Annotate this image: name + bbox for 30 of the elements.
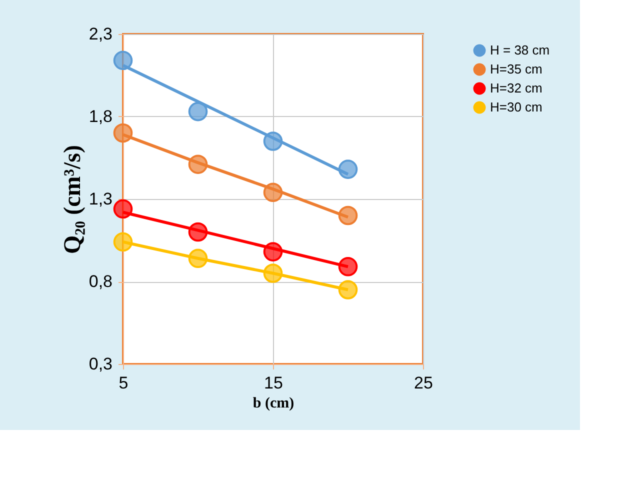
legend-label: H=35 cm	[490, 62, 542, 76]
point	[338, 257, 358, 276]
legend-label: H=32 cm	[490, 80, 542, 96]
y-axis-title: Q₂₀ (cm³/s)	[60, 145, 86, 254]
y-tick-label: 1,8	[88, 107, 112, 126]
point	[188, 102, 208, 122]
point	[263, 132, 283, 151]
point	[338, 160, 358, 179]
point	[338, 206, 358, 226]
y-tick-label: 0,3	[88, 354, 112, 374]
x-tick-label: 5	[118, 374, 128, 392]
y-tick-label: 2,3	[88, 24, 112, 44]
x-axis-title: b (cm)	[252, 396, 294, 412]
y-tick-label: 0,8	[88, 272, 112, 291]
y-tick-label: 1,3	[88, 190, 112, 208]
point	[263, 242, 283, 262]
point	[338, 280, 358, 300]
point	[113, 50, 133, 70]
legend-label: H=30 cm	[490, 100, 542, 114]
point	[113, 123, 133, 143]
point	[188, 222, 208, 242]
x-tick-label: 15	[264, 374, 283, 392]
x-tick-label: 25	[414, 374, 433, 392]
legend-label: H = 38 cm	[490, 42, 550, 58]
point	[188, 248, 208, 268]
point	[113, 232, 133, 252]
point	[188, 154, 208, 174]
point	[263, 182, 283, 202]
point	[263, 264, 283, 283]
point	[113, 199, 133, 219]
